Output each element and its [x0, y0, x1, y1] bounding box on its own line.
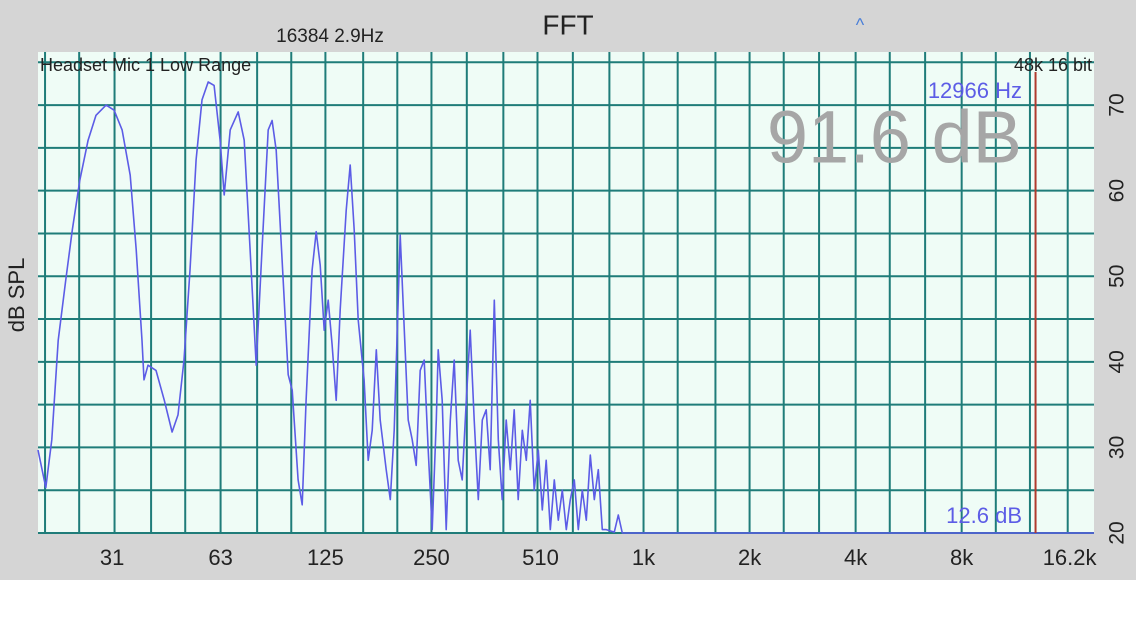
y-tick-label: 60	[1106, 179, 1129, 202]
y-tick-label: 20	[1106, 521, 1129, 544]
x-tick-label: 250	[413, 545, 450, 570]
y-tick-label: 50	[1106, 265, 1129, 288]
y-tick-label: 30	[1106, 436, 1129, 459]
x-tick-label: 16.2k	[1043, 545, 1098, 570]
y-tick-label: 70	[1106, 93, 1129, 116]
x-tick-label: 8k	[950, 545, 974, 570]
level-readout: 91.6 dB	[767, 96, 1022, 179]
x-tick-label: 31	[100, 545, 124, 570]
y-tick-label: 40	[1106, 350, 1129, 373]
x-tick-label: 125	[307, 545, 344, 570]
floor-readout: 12.6 dB	[946, 503, 1022, 528]
x-tick-label: 63	[208, 545, 232, 570]
format-label: 48k 16 bit	[1014, 55, 1092, 75]
fft-settings: 16384 2.9Hz	[276, 26, 384, 47]
source-label: Headset Mic 1 Low Range	[40, 55, 251, 75]
x-tick-label: 2k	[738, 545, 762, 570]
spectrum-line	[37, 81, 1094, 534]
x-tick-label: 4k	[844, 545, 868, 570]
marks	[37, 72, 1094, 534]
x-tick-label: 1k	[632, 545, 656, 570]
grid	[38, 52, 1094, 534]
menu-caret[interactable]: ^	[856, 15, 865, 35]
plot-background	[38, 52, 1094, 533]
chart-title: FFT	[542, 9, 593, 40]
x-tick-label: 510	[522, 545, 559, 570]
cursor-label: 12966 Hz	[928, 78, 1022, 103]
y-axis-label: dB SPL	[4, 258, 29, 333]
